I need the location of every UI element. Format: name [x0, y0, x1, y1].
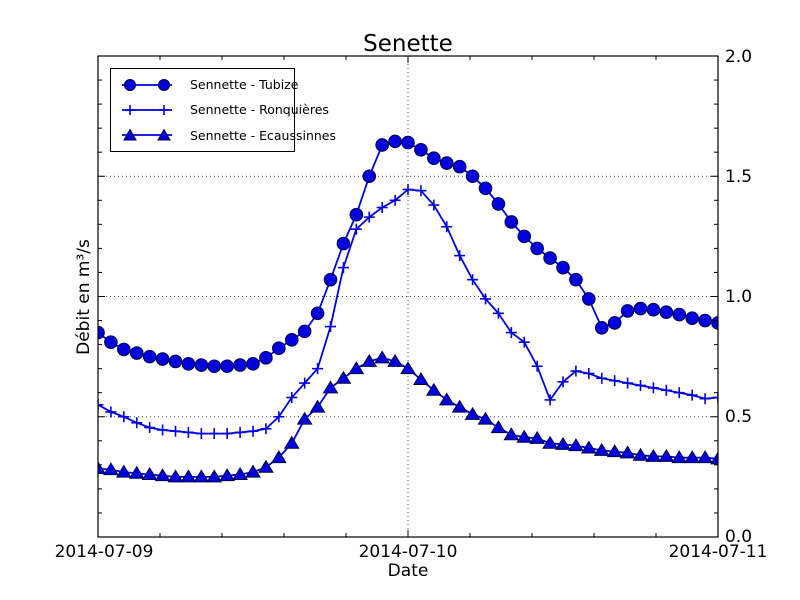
y-tick-label-3: 1.5 — [725, 167, 753, 187]
legend-label: Sennette - Tubize — [190, 77, 299, 93]
legend-box: Sennette - Tubize Sennette - Ronquières … — [110, 68, 336, 152]
y-tick-label-4: 2.0 — [725, 47, 753, 67]
legend-entry-ecaussinnes: Sennette - Ecaussinnes — [118, 127, 336, 143]
x-tick-label-1: 2014-07-10 — [358, 542, 458, 562]
x-axis-label: Date — [387, 561, 429, 581]
legend-label: Sennette - Ecaussinnes — [190, 127, 337, 143]
legend-sample-plus-icon — [122, 104, 172, 115]
legend-sample-circle-icon — [122, 78, 172, 91]
y-tick-label-0: 0.0 — [725, 527, 753, 547]
y-tick-label-2: 1.0 — [725, 287, 753, 307]
legend-entry-tubize: Sennette - Tubize — [118, 77, 298, 93]
legend-sample-triangle-icon — [122, 128, 172, 141]
x-tick-label-0: 2014-07-09 — [54, 542, 154, 562]
y-axis-label: Débit en m³/s — [74, 239, 94, 355]
y-tick-label-1: 0.5 — [725, 407, 753, 427]
legend-entry-ronquieres: Sennette - Ronquières — [118, 102, 329, 118]
chart-title: Senette — [363, 31, 453, 57]
legend-label: Sennette - Ronquières — [190, 102, 329, 118]
x-tick-label-2: 2014-07-11 — [668, 542, 768, 562]
